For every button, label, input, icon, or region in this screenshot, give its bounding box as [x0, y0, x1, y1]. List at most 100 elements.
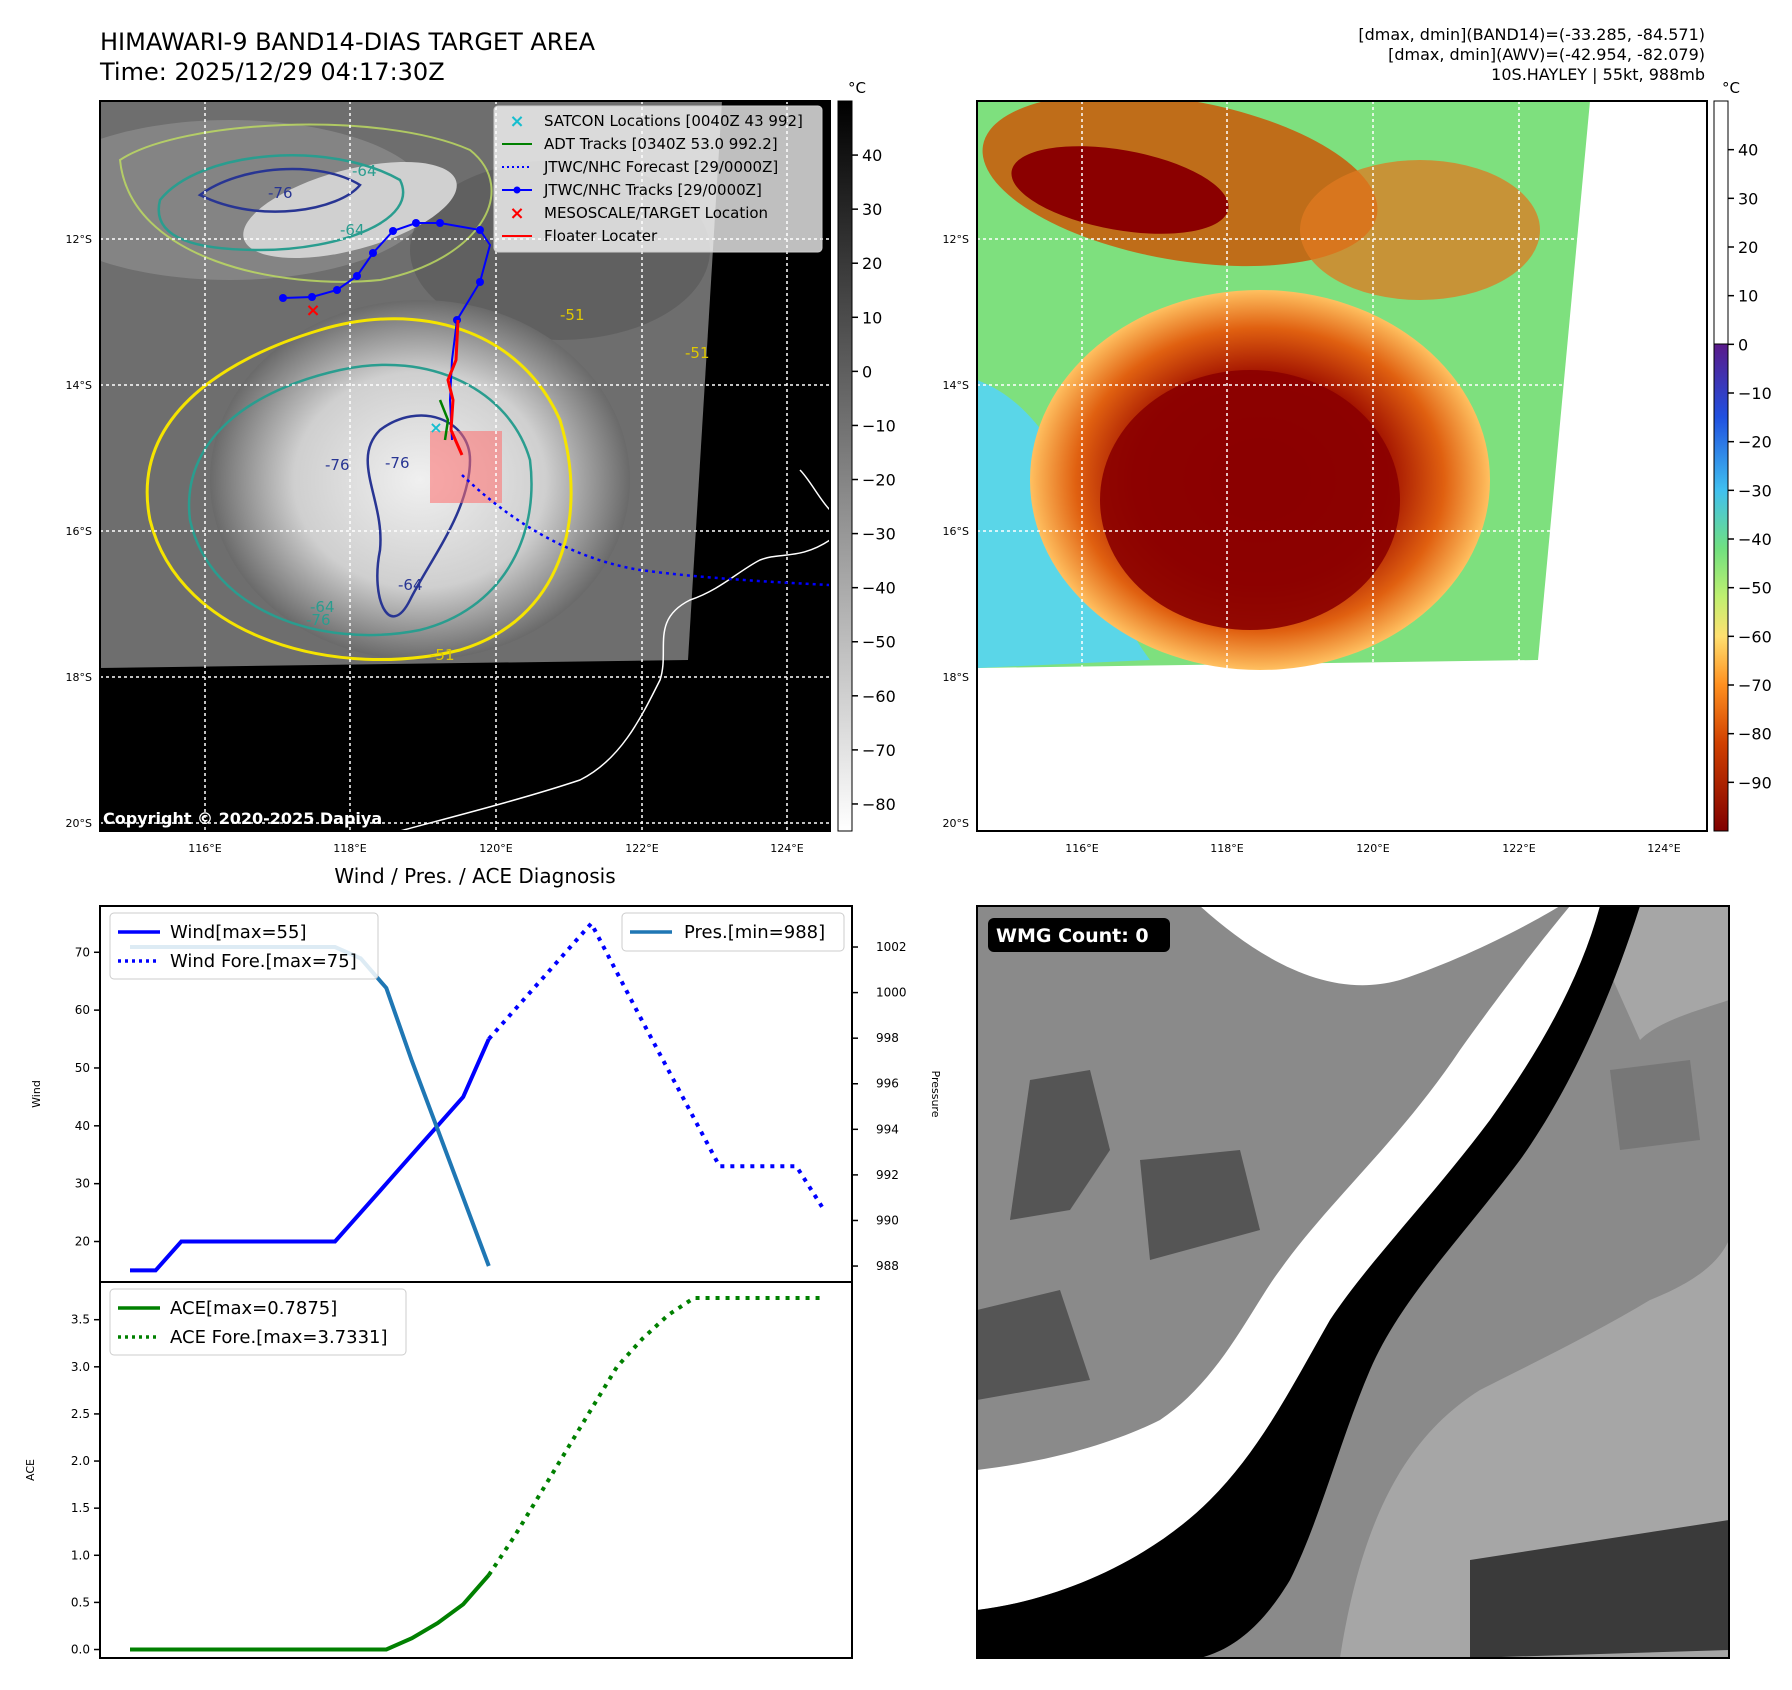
wmg-region-black	[977, 906, 1640, 1658]
lat-label: 12°S	[66, 233, 92, 246]
wmg-count: WMG Count: 0	[996, 925, 1149, 947]
legend-label: Floater Locater	[544, 227, 658, 245]
left-map-lat-labels: 12°S 14°S 16°S 18°S 20°S	[66, 233, 92, 830]
contour-labels: -64 -76 -64 -76 -76 -64 -76 -51 -51 -51 …	[268, 162, 710, 664]
y-tick-label: 0.0	[71, 1643, 90, 1657]
contour-label: -51	[685, 344, 710, 362]
contour-label: -64	[398, 576, 423, 594]
lon-label: 122°E	[1502, 842, 1535, 855]
floater-box	[430, 431, 502, 503]
legend-ace-fore: ACE Fore.[max=3.7331]	[170, 1327, 388, 1348]
contour-label: -64	[310, 598, 335, 616]
wmg-region-white	[977, 906, 1600, 1610]
y2-tick-label: 996	[876, 1077, 899, 1091]
y2-tick-label: 994	[876, 1122, 899, 1136]
contour-minus76-north	[197, 167, 362, 213]
adt-track	[438, 399, 450, 441]
colorbar-unit: °C	[1722, 79, 1740, 97]
contour-minus64-north	[157, 154, 405, 252]
colorbar-tick-label: 30	[862, 200, 882, 219]
color-ir-map-frame	[976, 100, 1708, 832]
y-tick-label: 40	[75, 1119, 90, 1133]
colorbar-tick-label: −30	[1738, 481, 1772, 500]
lat-label: 12°S	[943, 233, 969, 246]
wmg-badge	[988, 918, 1170, 952]
legend-marker: ×	[509, 111, 524, 132]
y2-tick-label: 998	[876, 1031, 899, 1045]
awv-stats: [dmax, dmin](AWV)=(-42.954, -82.079)	[1388, 45, 1705, 64]
y2-tick-label: 1002	[876, 940, 907, 954]
contour-label: -51	[560, 306, 585, 324]
contour-label: -76	[385, 454, 410, 472]
legend-box	[493, 105, 823, 253]
ace-ylabel: ACE	[24, 1459, 37, 1481]
colorbar-tick-label: 10	[1738, 287, 1758, 306]
colorbar-tick-label: −40	[1738, 530, 1772, 549]
wmg-region-mid	[1610, 1060, 1700, 1150]
right-colorbar: °C 40 30 20 10 0 −10 −20 −30 −40 −50 −60 −70 −80 −90	[1713, 79, 1772, 832]
copyright: Copyright © 2020-2025 Dapiya	[103, 809, 382, 828]
y2-tick-label: 992	[876, 1168, 899, 1182]
lon-label: 120°E	[1356, 842, 1389, 855]
y-tick-label: 60	[75, 1003, 90, 1017]
legend-ace: ACE[max=0.7875]	[170, 1298, 337, 1319]
legend-wind: Wind[max=55]	[170, 922, 307, 943]
colorbar-tick-label: −70	[1738, 676, 1772, 695]
lon-label: 124°E	[1647, 842, 1680, 855]
map-legend: × SATCON Locations [0040Z 43 992] ADT Trac…	[493, 105, 823, 253]
satcon-marker: ×	[429, 418, 442, 437]
colorbar-tick-label: −30	[862, 525, 896, 544]
series-line-1	[487, 919, 824, 1208]
coastline	[399, 539, 830, 831]
contour-label: -51	[430, 646, 455, 664]
left-colorbar: °C 40 30 20 10 0 −10 −20 −30 −40 −50 −60 −70 −80	[837, 79, 896, 832]
pressure-ylabel: Pressure	[929, 1071, 942, 1118]
lat-label: 16°S	[943, 525, 969, 538]
legend-pressure: Pres.[min=988]	[684, 922, 825, 943]
y2-tick-label: 990	[876, 1213, 899, 1227]
band14-stats: [dmax, dmin](BAND14)=(-33.285, -84.571)	[1358, 25, 1705, 44]
y-tick-label: 1.5	[71, 1501, 90, 1515]
colorbar-gradient	[837, 100, 853, 832]
lon-label: 116°E	[188, 842, 221, 855]
y-tick-label: 3.5	[71, 1313, 90, 1327]
jtwc-forecast-track	[461, 474, 830, 587]
y-tick-label: 50	[75, 1061, 90, 1075]
colorbar-tick-label: 0	[1738, 335, 1748, 354]
cold-cloud-core-north	[1011, 146, 1229, 234]
lat-label: 18°S	[943, 671, 969, 684]
series-line-0	[130, 1038, 491, 1273]
colorbar-tick-label: −60	[1738, 627, 1772, 646]
colorbar-tick-label: −20	[1738, 433, 1772, 452]
lat-label: 20°S	[943, 817, 969, 830]
jtwc-track-points	[279, 219, 484, 324]
colorbar-tick-label: −10	[862, 416, 896, 435]
lat-label: 14°S	[66, 379, 92, 392]
y-tick-label: 1.0	[71, 1548, 90, 1562]
legend-label: SATCON Locations [0040Z 43 992]	[544, 112, 803, 130]
storm-info: 10S.HAYLEY | 55kt, 988mb	[1491, 65, 1705, 84]
color-ir-map-panel	[977, 101, 1707, 831]
y-tick-label: 2.5	[71, 1407, 90, 1421]
colorbar-tick-label: −60	[862, 687, 896, 706]
diagnosis-title: Wind / Pres. / ACE Diagnosis	[334, 864, 615, 888]
y-tick-label: 30	[75, 1177, 90, 1191]
legend-label: JTWC/NHC Forecast [29/0000Z]	[543, 158, 778, 176]
lon-label: 122°E	[625, 842, 658, 855]
map-gridlines	[977, 101, 1707, 831]
colorbar-unit: °C	[848, 79, 866, 97]
lon-label: 118°E	[1210, 842, 1243, 855]
colorbar-tick-label: 0	[862, 362, 872, 381]
lon-label: 118°E	[333, 842, 366, 855]
lon-label: 116°E	[1065, 842, 1098, 855]
y2-tick-label: 1000	[876, 986, 907, 1000]
wmg-frame	[976, 905, 1730, 1659]
wmg-region-darkest	[1470, 1520, 1729, 1658]
legend-box	[109, 1288, 407, 1356]
colorbar-tick-label: −50	[1738, 579, 1772, 598]
wmg-region-white	[1200, 906, 1560, 986]
wmg-region-dark	[977, 1290, 1090, 1400]
left-map-lon-labels: 116°E 118°E 120°E 122°E 124°E	[188, 842, 803, 855]
wind-ylabel: Wind	[30, 1080, 43, 1108]
